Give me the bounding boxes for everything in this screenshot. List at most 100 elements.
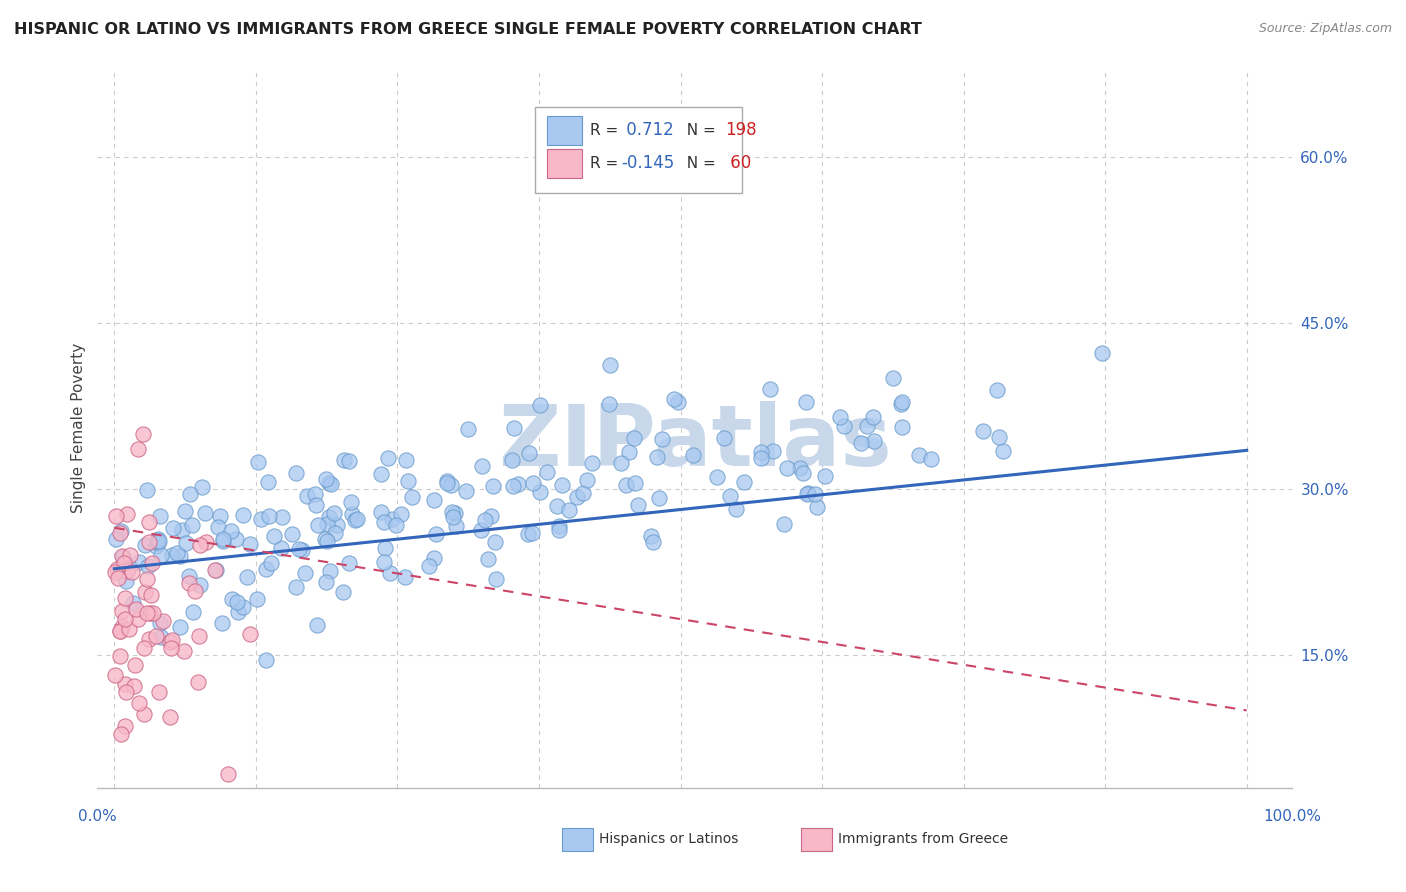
Point [221,591,243,606]
Point [128,696,150,710]
Point [776,461,799,475]
Point [502,479,524,493]
Point [257,508,280,523]
Text: Source: ZipAtlas.com: Source: ZipAtlas.com [1258,22,1392,36]
Point [378,566,401,580]
Point [270,509,292,524]
Point [114,591,136,605]
Point [239,537,262,551]
Point [159,634,181,648]
Point [373,555,395,569]
Point [666,395,689,409]
Point [212,533,235,548]
Point [344,513,367,527]
Point [522,475,544,490]
Point [134,640,156,655]
Point [110,726,132,740]
Point [749,450,772,465]
Point [444,506,467,520]
Point [482,478,505,492]
Point [104,565,127,579]
Point [219,524,242,539]
Point [160,548,183,562]
Point [551,478,574,492]
Text: HISPANIC OR LATINO VS IMMIGRANTS FROM GREECE SINGLE FEMALE POVERTY CORRELATION C: HISPANIC OR LATINO VS IMMIGRANTS FROM GR… [14,22,922,37]
Point [188,578,211,592]
Point [484,535,506,549]
Point [183,605,205,619]
Point [121,596,143,610]
Text: 198: 198 [725,121,756,139]
Point [122,679,145,693]
Point [316,533,339,548]
Point [239,627,262,641]
Point [394,569,416,583]
Point [138,535,160,549]
Point [232,599,254,614]
Point [138,515,160,529]
Point [188,538,211,552]
Point [294,566,316,580]
Point [891,395,914,409]
Point [773,516,796,531]
Point [337,556,360,570]
Point [828,410,851,425]
Point [314,532,336,546]
Point [319,565,342,579]
Point [173,644,195,658]
Point [794,395,817,409]
Point [370,505,392,519]
Point [217,766,239,780]
Point [179,487,201,501]
Point [627,498,650,512]
Point [166,546,188,560]
Point [114,557,136,571]
Point [797,485,820,500]
Point [762,444,785,458]
Point [104,533,127,547]
Point [572,486,595,500]
Point [145,540,167,554]
Point [323,506,346,520]
Point [373,515,395,529]
Y-axis label: Single Female Poverty: Single Female Poverty [72,343,86,513]
Point [134,538,156,552]
Point [862,434,884,448]
Point [225,595,247,609]
Text: -0.145: -0.145 [621,154,675,172]
Point [187,675,209,690]
Point [470,523,492,537]
Point [236,570,259,584]
Point [651,433,673,447]
Point [890,419,912,434]
Point [436,474,458,488]
Point [105,562,128,576]
Point [249,512,271,526]
Point [479,509,502,524]
Text: R =: R = [591,123,623,137]
Point [333,452,356,467]
Point [169,549,191,563]
Point [501,453,523,467]
Point [160,632,183,647]
Point [418,559,440,574]
Point [337,454,360,468]
Point [225,532,247,546]
Point [104,509,127,524]
Point [789,460,811,475]
Point [749,445,772,459]
Point [111,604,134,618]
Point [485,572,508,586]
Point [112,549,135,564]
Point [1091,345,1114,359]
Point [536,465,558,479]
Point [247,455,270,469]
Point [548,523,571,537]
Point [115,684,138,698]
Point [814,468,837,483]
Point [245,592,267,607]
Point [152,615,174,629]
Point [558,503,581,517]
Point [988,430,1011,444]
Text: 0.712: 0.712 [621,121,673,139]
